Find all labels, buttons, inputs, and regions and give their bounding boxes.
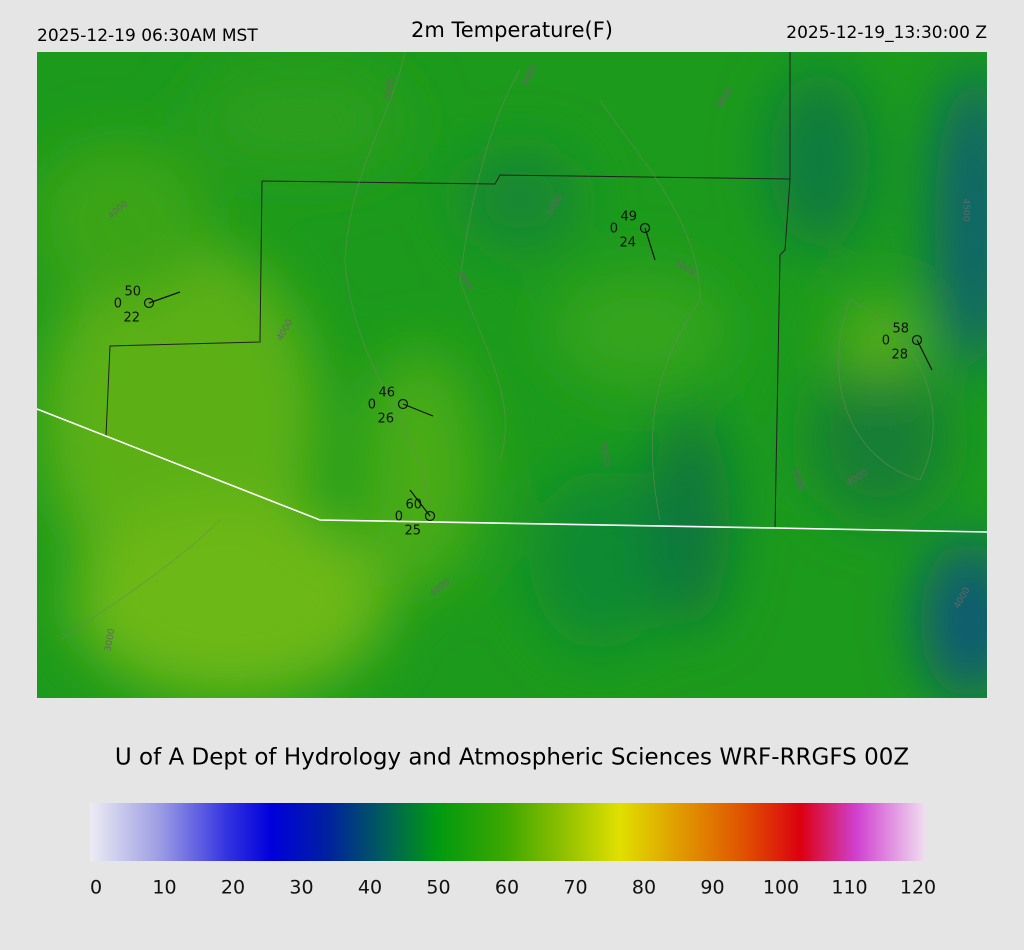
station-temperature: 60 [405, 498, 422, 513]
station-marker [143, 297, 155, 309]
station-dewpoint: 28 [891, 348, 908, 363]
valid-local-time: 2025-12-19 06:30AM MST [37, 26, 258, 46]
station-marker [397, 398, 409, 410]
colorbar-tick-label: 10 [152, 877, 176, 899]
station-temperature: 49 [620, 210, 637, 225]
colorbar-tick-label: 110 [831, 877, 867, 899]
wind-barb [409, 489, 431, 517]
station-temperature: 58 [892, 322, 909, 337]
colorbar-tick-label: 0 [90, 877, 102, 899]
contour-label: 5000 [384, 76, 398, 101]
station-code: 0 [610, 222, 618, 237]
station-code: 0 [368, 398, 376, 413]
wind-barb [148, 291, 181, 304]
station-code: 0 [395, 510, 403, 525]
station-dewpoint: 22 [123, 311, 140, 326]
wind-barb [402, 403, 434, 417]
station-dewpoint: 26 [377, 412, 394, 427]
wind-barb [644, 227, 656, 261]
contour-label: 5000 [598, 443, 612, 468]
station-dewpoint: 25 [404, 524, 421, 539]
station-code: 0 [114, 297, 122, 312]
station-marker [911, 334, 923, 346]
station-temperature: 46 [378, 386, 395, 401]
station-marker [639, 222, 651, 234]
colorbar-tick-label: 40 [358, 877, 382, 899]
station-marker [424, 510, 436, 522]
colorbar-tick-label: 60 [495, 877, 519, 899]
wind-barb [916, 339, 933, 371]
colorbar-tick-label: 20 [221, 877, 245, 899]
station-dewpoint: 24 [619, 236, 636, 251]
station-temperature: 50 [124, 285, 141, 300]
colorbar [90, 803, 926, 861]
map-title: 2m Temperature(F) [411, 18, 613, 42]
colorbar-tick-label: 30 [289, 877, 313, 899]
colorbar-tick-label: 100 [763, 877, 799, 899]
colorbar-tick-label: 90 [700, 877, 724, 899]
colorbar-tick-label: 50 [426, 877, 450, 899]
colorbar-tick-label: 80 [632, 877, 656, 899]
contour-label: 4500 [961, 199, 971, 222]
colorbar-tick-label: 70 [563, 877, 587, 899]
contour-label: 3000 [104, 628, 118, 653]
footer-credit: U of A Dept of Hydrology and Atmospheric… [115, 745, 909, 771]
colorbar-tick-label: 120 [900, 877, 936, 899]
map-area: 4000400050004500400040005000500050004000… [37, 52, 987, 698]
station-code: 0 [882, 334, 890, 349]
valid-utc-time: 2025-12-19_13:30:00 Z [786, 23, 987, 43]
